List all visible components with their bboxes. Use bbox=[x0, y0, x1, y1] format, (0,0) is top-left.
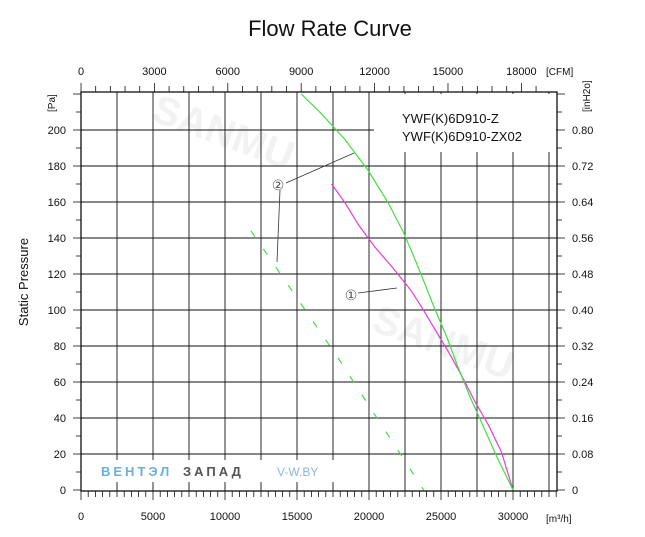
x-tick-label: 15000 bbox=[282, 511, 313, 523]
y2-tick-label: 0.56 bbox=[572, 233, 593, 245]
x-tick-label: 20000 bbox=[354, 511, 385, 523]
y-tick-label: 0 bbox=[60, 485, 66, 497]
x-tick-label: 30000 bbox=[498, 511, 529, 523]
x2-unit-label: [CFM] bbox=[546, 67, 573, 78]
y2-tick-label: 0.72 bbox=[572, 161, 593, 173]
fan-curve-1 bbox=[331, 183, 514, 491]
x2-tick-label: 0 bbox=[78, 66, 84, 78]
y2-tick-label: 0.64 bbox=[572, 197, 593, 209]
y2-unit-label: [inH2o] bbox=[582, 80, 593, 112]
x-unit-label: [m³/h] bbox=[546, 514, 572, 525]
y-tick-label: 20 bbox=[54, 449, 66, 461]
watermark-brand-part1: ВЕНТЭЛ bbox=[101, 464, 172, 479]
leader-line-2a bbox=[285, 152, 355, 184]
y-tick-label: 200 bbox=[48, 125, 66, 137]
y2-tick-label: 0.16 bbox=[572, 413, 593, 425]
watermark-brand-part2: ЗАПАД bbox=[183, 464, 244, 479]
y-tick-label: 180 bbox=[48, 161, 66, 173]
x2-tick-label: 18000 bbox=[506, 66, 537, 78]
watermark-backdrop bbox=[97, 460, 337, 482]
x2-tick-label: 3000 bbox=[142, 66, 166, 78]
x2-tick-label: 9000 bbox=[289, 66, 313, 78]
marker-label-2: ② bbox=[272, 177, 285, 193]
y-unit-label: [Pa] bbox=[47, 94, 58, 112]
legend-model-2: YWF(K)6D910-ZX02 bbox=[402, 129, 522, 144]
system-curve-dashed bbox=[250, 230, 425, 491]
y-axis-title: Static Pressure bbox=[16, 238, 31, 326]
legend-box bbox=[374, 94, 556, 152]
x2-tick-label: 12000 bbox=[359, 66, 390, 78]
fan-curve-2 bbox=[300, 93, 514, 491]
series-layer bbox=[250, 93, 514, 491]
marker-label-1: ① bbox=[345, 287, 358, 303]
y-tick-label: 160 bbox=[48, 197, 66, 209]
y-tick-label: 120 bbox=[48, 269, 66, 281]
y2-tick-label: 0.08 bbox=[572, 449, 593, 461]
axis-ticks bbox=[73, 83, 565, 500]
x2-tick-label: 6000 bbox=[216, 66, 240, 78]
chart-title: Flow Rate Curve bbox=[248, 16, 412, 41]
y2-tick-label: 0.40 bbox=[572, 305, 593, 317]
y2-tick-label: 0.32 bbox=[572, 341, 593, 353]
x-tick-label: 0 bbox=[78, 511, 84, 523]
legend-model-1: YWF(K)6D910-Z bbox=[402, 111, 499, 126]
y-tick-label: 100 bbox=[48, 305, 66, 317]
y2-tick-label: 0 bbox=[572, 485, 578, 497]
y2-tick-label: 0.48 bbox=[572, 269, 593, 281]
x-tick-label: 5000 bbox=[141, 511, 165, 523]
x-tick-label: 25000 bbox=[426, 511, 457, 523]
y2-tick-label: 0.24 bbox=[572, 377, 593, 389]
y-tick-label: 80 bbox=[54, 341, 66, 353]
leader-line-1 bbox=[357, 287, 398, 294]
watermark-site: V-W.BY bbox=[277, 465, 318, 479]
y-tick-label: 40 bbox=[54, 413, 66, 425]
leader-line-2b bbox=[276, 189, 281, 263]
y2-tick-label: 0.80 bbox=[572, 125, 593, 137]
y-tick-label: 140 bbox=[48, 233, 66, 245]
x-tick-label: 10000 bbox=[210, 511, 241, 523]
x2-tick-label: 15000 bbox=[433, 66, 464, 78]
ghost-watermark-1: SANMU bbox=[147, 87, 300, 179]
y-tick-label: 60 bbox=[54, 377, 66, 389]
